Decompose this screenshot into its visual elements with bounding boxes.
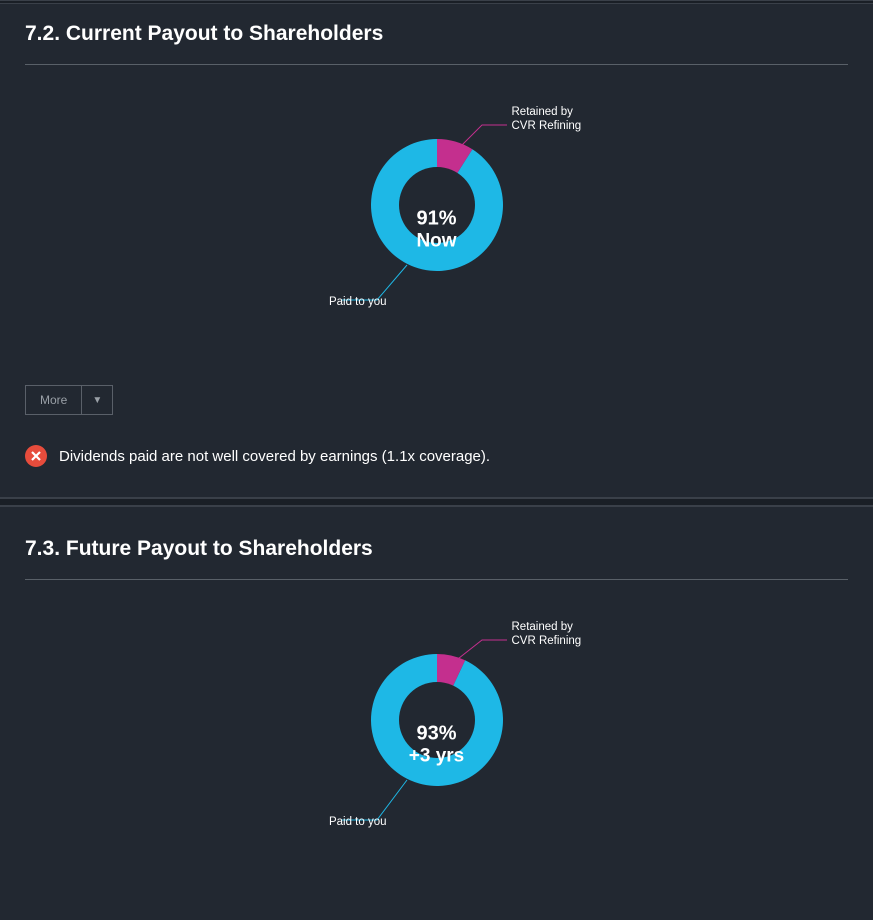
donut-chart-future: 93% +3 yrs Retained by CVR Refining Paid… <box>25 620 848 870</box>
label-paid: Paid to you <box>329 295 387 309</box>
label-paid-text: Paid to you <box>329 296 387 308</box>
label-retained-line1: Retained by <box>512 620 582 634</box>
label-paid: Paid to you <box>329 815 387 829</box>
center-sub: +3 yrs <box>409 746 464 768</box>
donut-chart-current: 91% Now Retained by CVR Refining Paid to… <box>25 105 848 355</box>
more-button[interactable]: More ▼ <box>25 385 113 415</box>
hr <box>25 64 848 65</box>
more-label: More <box>26 386 82 414</box>
label-paid-text: Paid to you <box>329 816 387 828</box>
check-text: Dividends paid are not well covered by e… <box>59 448 490 465</box>
donut-center-label: 93% +3 yrs <box>409 723 464 768</box>
donut-svg <box>337 105 537 305</box>
label-retained: Retained by CVR Refining <box>512 620 582 649</box>
section-title: 7.3. Future Payout to Shareholders <box>25 537 848 561</box>
check-row: Dividends paid are not well covered by e… <box>25 445 848 467</box>
donut-center-label: 91% Now <box>416 208 456 253</box>
label-retained: Retained by CVR Refining <box>512 105 582 134</box>
donut-svg <box>337 620 537 820</box>
chevron-down-icon: ▼ <box>82 386 112 414</box>
section-divider <box>0 497 873 507</box>
center-percent: 93% <box>409 723 464 746</box>
label-retained-line2: CVR Refining <box>512 634 582 648</box>
fail-icon <box>25 445 47 467</box>
section-future-payout: 7.3. Future Payout to Shareholders 93% +… <box>0 507 873 920</box>
hr <box>25 579 848 580</box>
section-title: 7.2. Current Payout to Shareholders <box>25 22 848 46</box>
section-current-payout: 7.2. Current Payout to Shareholders 91% … <box>0 4 873 497</box>
center-sub: Now <box>416 231 456 253</box>
label-retained-line1: Retained by <box>512 105 582 119</box>
label-retained-line2: CVR Refining <box>512 119 582 133</box>
center-percent: 91% <box>416 208 456 231</box>
